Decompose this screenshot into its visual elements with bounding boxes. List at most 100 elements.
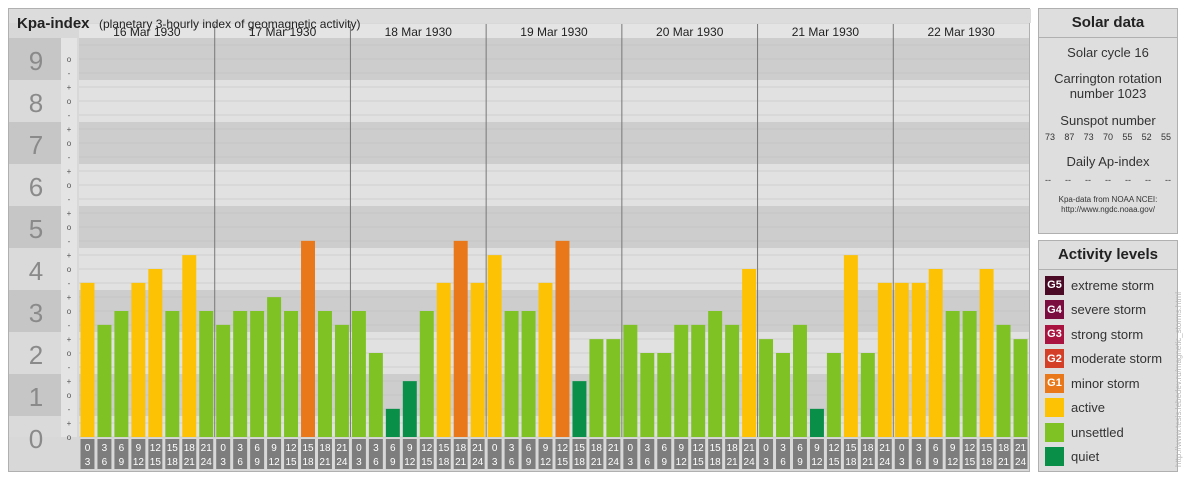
axis-band: [9, 122, 61, 164]
interval-start-label: 12: [693, 443, 705, 454]
interval-end-label: 9: [933, 457, 939, 468]
interval-start-label: 12: [828, 443, 840, 454]
y-minor-tick: o: [67, 97, 72, 106]
interval-box: [742, 439, 757, 469]
interval-start-label: 18: [184, 443, 196, 454]
kp-bar: [1013, 339, 1028, 437]
interval-end-label: 21: [184, 457, 196, 468]
y-tick-label: 2: [29, 340, 43, 370]
interval-box: [572, 439, 587, 469]
interval-end-label: 24: [744, 457, 756, 468]
activity-level-item: active: [1039, 396, 1177, 421]
interval-start-label: 12: [421, 443, 433, 454]
interval-start-label: 6: [933, 443, 939, 454]
interval-box: [860, 439, 875, 469]
activity-level-swatch: [1045, 447, 1064, 467]
interval-end-label: 15: [693, 457, 705, 468]
interval-end-label: 9: [390, 457, 396, 468]
day-label: 19 Mar 1930: [520, 25, 588, 39]
kp-bar: [640, 353, 655, 437]
y-minor-tick: -: [68, 111, 71, 120]
y-minor-tick: +: [67, 419, 72, 428]
interval-end-label: 3: [85, 457, 91, 468]
y-minor-tick: -: [68, 69, 71, 78]
interval-start-label: 21: [336, 443, 348, 454]
axis-band: [9, 38, 61, 80]
activity-level-swatch: G5: [1045, 275, 1064, 295]
interval-end-label: 12: [404, 457, 416, 468]
kp-bar: [487, 255, 502, 437]
ap-value: --: [1125, 175, 1131, 185]
axis-band: [9, 332, 61, 374]
interval-box: [606, 439, 621, 469]
credit-url[interactable]: http://www.tesis.lebedev.ru/magnetic_sto…: [1172, 243, 1184, 469]
interval-start-label: 3: [102, 443, 108, 454]
kp-bar: [742, 269, 757, 437]
day-label: 18 Mar 1930: [385, 25, 453, 39]
activity-level-label: active: [1071, 400, 1105, 416]
kp-bar: [436, 282, 451, 437]
interval-start-label: 21: [201, 443, 213, 454]
interval-start-label: 3: [237, 443, 243, 454]
interval-end-label: 6: [645, 457, 651, 468]
kp-band: [79, 416, 1029, 437]
interval-end-label: 12: [540, 457, 552, 468]
interval-end-label: 3: [628, 457, 634, 468]
kp-bar: [216, 324, 231, 437]
interval-end-label: 18: [302, 457, 314, 468]
interval-start-label: 21: [472, 443, 484, 454]
chart-title: Kpa-index: [17, 15, 90, 32]
y-minor-tick: +: [67, 209, 72, 218]
interval-start-label: 18: [727, 443, 739, 454]
kp-bar: [301, 240, 315, 437]
interval-box: [708, 439, 723, 469]
interval-end-label: 12: [676, 457, 688, 468]
interval-box: [826, 439, 841, 469]
y-minor-tick: -: [68, 363, 71, 372]
interval-end-label: 15: [964, 457, 976, 468]
kp-bar: [843, 255, 858, 437]
day-label: 20 Mar 1930: [656, 25, 724, 39]
kp-bar: [572, 381, 587, 437]
kp-bar: [199, 311, 214, 437]
interval-end-label: 24: [336, 457, 348, 468]
interval-box: [674, 439, 689, 469]
interval-start-label: 18: [998, 443, 1010, 454]
interval-start-label: 0: [356, 443, 362, 454]
kp-bar: [606, 339, 621, 437]
interval-end-label: 3: [899, 457, 905, 468]
interval-end-label: 21: [455, 457, 467, 468]
kp-bar: [97, 324, 112, 437]
kp-bar: [504, 311, 519, 437]
interval-start-label: 3: [645, 443, 651, 454]
interval-end-label: 9: [526, 457, 532, 468]
interval-box: [487, 439, 502, 469]
interval-end-label: 15: [421, 457, 433, 468]
sunspot-title: Sunspot number: [1060, 113, 1156, 128]
interval-end-label: 3: [356, 457, 362, 468]
kp-bar: [538, 282, 553, 437]
interval-box: [453, 439, 468, 469]
kp-bar: [911, 282, 926, 437]
ap-value: --: [1105, 175, 1111, 185]
day-label: 17 Mar 1930: [249, 25, 317, 39]
activity-level-swatch: G2: [1045, 349, 1064, 369]
activity-level-label: severe storm: [1071, 302, 1147, 318]
interval-box: [368, 439, 383, 469]
day-label: 16 Mar 1930: [113, 25, 181, 39]
ap-index-title: Daily Ap-index: [1066, 154, 1150, 169]
interval-box: [945, 439, 960, 469]
interval-end-label: 21: [319, 457, 331, 468]
interval-end-label: 9: [254, 457, 260, 468]
activity-level-item: quiet: [1039, 445, 1177, 470]
kp-bar: [657, 353, 672, 437]
data-source-link[interactable]: http://www.ngdc.noaa.gov/: [1061, 205, 1155, 214]
interval-box: [843, 439, 858, 469]
interval-box: [962, 439, 977, 469]
interval-start-label: 0: [85, 443, 91, 454]
ap-value: --: [1045, 175, 1051, 185]
interval-end-label: 21: [727, 457, 739, 468]
kp-bar: [928, 269, 943, 437]
interval-end-label: 12: [811, 457, 823, 468]
sunspot-value: 87: [1064, 132, 1075, 142]
